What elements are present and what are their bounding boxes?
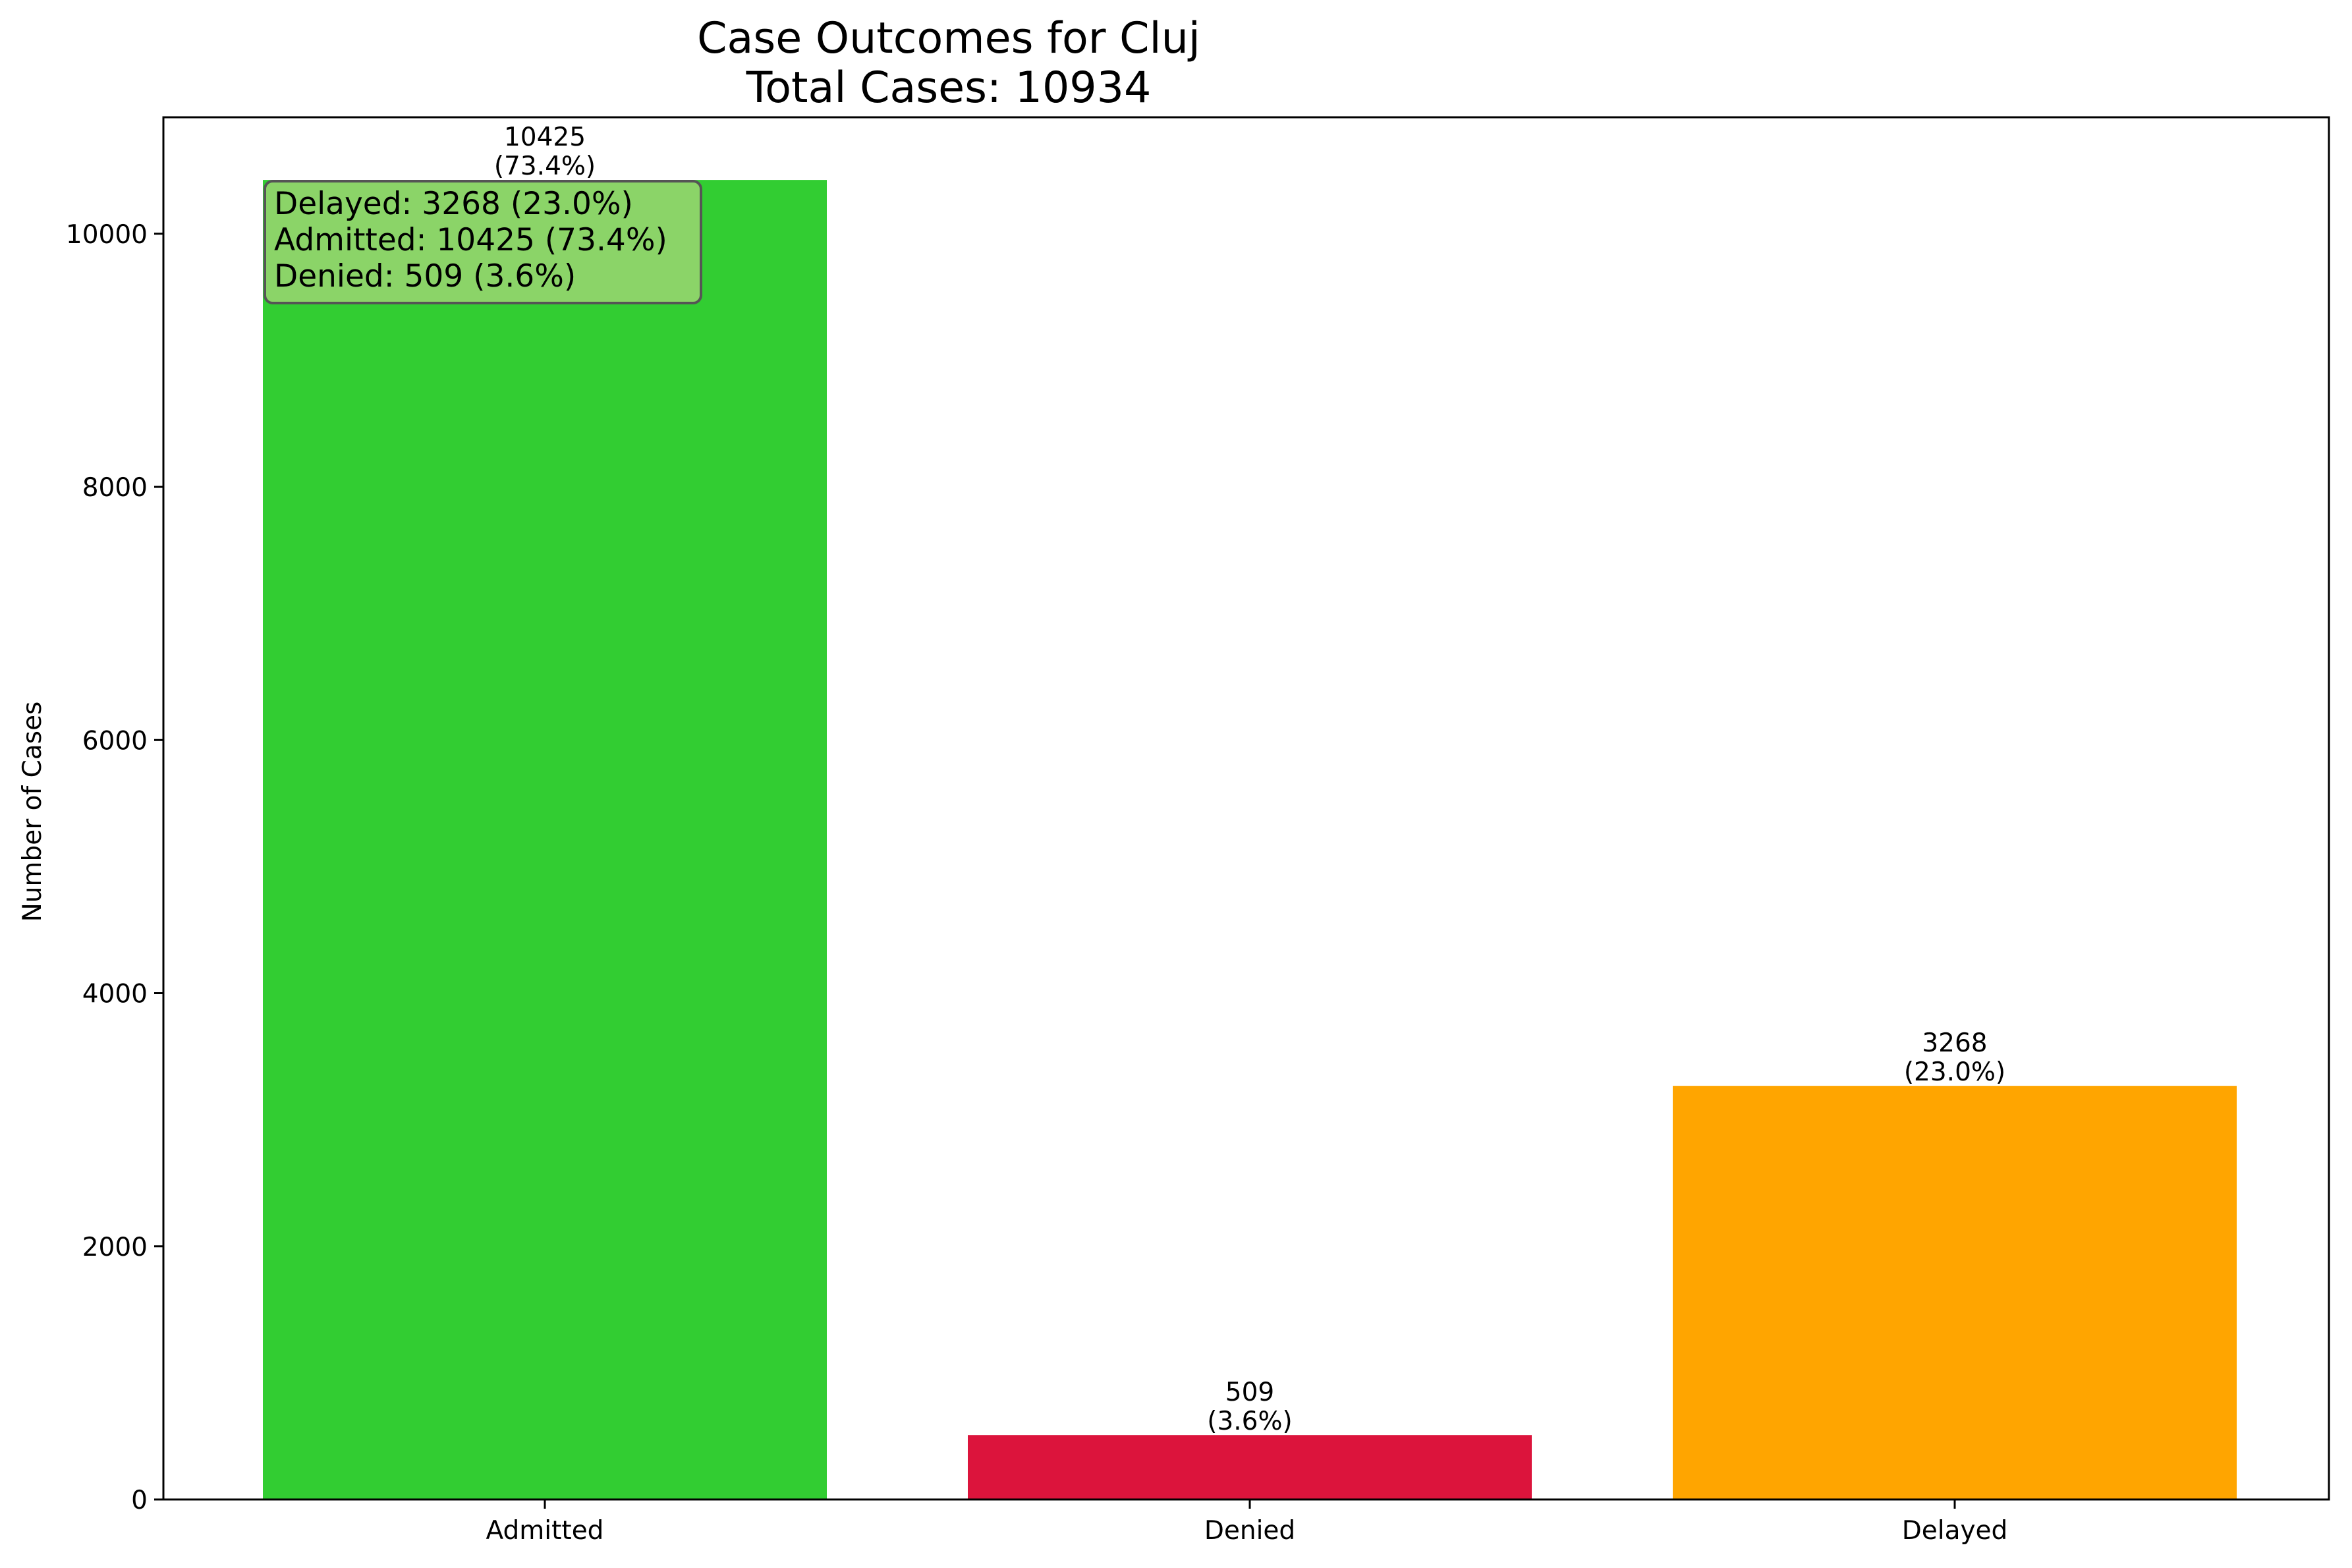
y-tick-label: 8000 <box>82 473 148 503</box>
x-tick-label: Delayed <box>1902 1516 2008 1546</box>
bar-denied <box>968 1435 1532 1499</box>
plot-frame <box>162 116 2330 1501</box>
bar-admitted <box>263 180 827 1499</box>
y-tick-label: 10000 <box>66 220 148 250</box>
summary-box: Delayed: 3268 (23.0%)Admitted: 10425 (73… <box>264 180 702 304</box>
x-tick-label: Admitted <box>486 1516 604 1546</box>
data-label-value: 3268 <box>1922 1028 1987 1058</box>
data-label-value: 509 <box>1225 1378 1274 1407</box>
summary-box-background <box>264 180 702 304</box>
chart-title: Case Outcomes for Cluj <box>697 14 1200 63</box>
data-label-percent: (3.6%) <box>1207 1407 1293 1436</box>
data-label-percent: (23.0%) <box>1904 1057 2005 1087</box>
summary-line: Delayed: 3268 (23.0%) <box>274 186 633 222</box>
data-label-percent: (73.4%) <box>494 152 596 181</box>
y-tick-label: 2000 <box>82 1233 148 1262</box>
y-tick-label: 0 <box>131 1486 148 1515</box>
bar-delayed <box>1673 1086 2237 1499</box>
y-tick-label: 6000 <box>82 726 148 756</box>
summary-line: Denied: 509 (3.6%) <box>274 258 576 294</box>
y-axis-label: Number of Cases <box>18 702 47 922</box>
x-tick-label: Denied <box>1204 1516 1295 1546</box>
summary-line: Admitted: 10425 (73.4%) <box>274 222 667 258</box>
data-label-value: 10425 <box>504 123 586 152</box>
y-tick-label: 4000 <box>82 980 148 1009</box>
chart-marks: 0 2000 4000 6000 8000 10000 Admitted 10425(73.4… <box>66 123 2237 1546</box>
chart-subtitle: Total Cases: 10934 <box>746 63 1152 113</box>
